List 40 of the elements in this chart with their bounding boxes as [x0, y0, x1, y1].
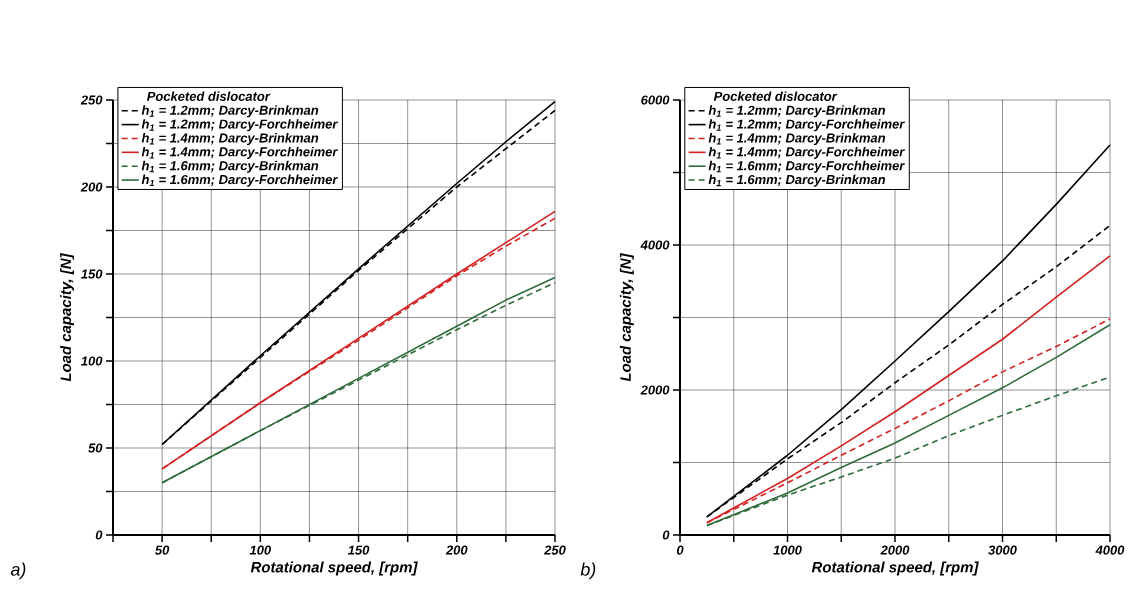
y-axis-title: Load capacity, [N]: [619, 253, 634, 382]
y-tick-label: 0: [95, 530, 103, 540]
legend-title: Pocketed dislocator: [147, 91, 271, 101]
x-tick-label: 1000: [773, 545, 802, 555]
y-tick-label: 0: [662, 530, 670, 540]
legend-label: h$_{1}$ = 1.6mm; Darcy-Forchheimer: [708, 160, 905, 173]
text: a): [10, 562, 26, 580]
legend-label: h$_{1}$ = 1.2mm; Darcy-Forchheimer: [708, 119, 905, 132]
text: b): [580, 562, 596, 580]
x-tick-label: 50: [155, 545, 170, 555]
x-axis-title: Rotational speed, [rpm]: [250, 561, 418, 576]
x-tick-label: 2000: [880, 545, 910, 555]
y-tick-label: 4000: [640, 240, 670, 250]
legend-label: h$_{1}$ = 1.2mm; Darcy-Forchheimer: [141, 119, 338, 132]
x-tick-label: 4000: [1095, 545, 1125, 555]
y-tick-label: 6000: [641, 95, 670, 105]
x-axis-title: Rotational speed, [rpm]: [811, 561, 979, 576]
x-tick-label: 150: [347, 545, 370, 555]
legend-label: h$_{1}$ = 1.4mm; Darcy-Forchheimer: [141, 146, 338, 159]
legend-label: h$_{1}$ = 1.6mm; Darcy-Forchheimer: [141, 174, 338, 187]
y-axis-title: Load capacity, [N]: [60, 253, 75, 382]
y-tick-label: 2000: [640, 385, 670, 395]
y-tick-label: 100: [81, 356, 103, 366]
y-tick-label: 150: [81, 269, 103, 279]
x-tick-label: 100: [249, 545, 272, 555]
x-tick-label: 3000: [988, 545, 1017, 555]
legend-label: h$_{1}$ = 1.4mm; Darcy-Brinkman: [141, 133, 319, 146]
x-tick-label: 250: [544, 545, 566, 555]
x-tick-label: 0: [676, 545, 684, 555]
legend-label: h$_{1}$ = 1.2mm; Darcy-Brinkman: [708, 105, 886, 118]
legend-label: h$_{1}$ = 1.4mm; Darcy-Brinkman: [708, 133, 886, 146]
legend-label: h$_{1}$ = 1.6mm; Darcy-Brinkman: [708, 174, 886, 187]
y-tick-label: 250: [80, 95, 103, 105]
y-tick-label: 200: [80, 182, 103, 192]
x-tick-label: 200: [445, 545, 468, 555]
legend-title: Pocketed dislocator: [713, 91, 838, 101]
y-tick-label: 50: [88, 443, 103, 453]
legend-label: h$_{1}$ = 1.2mm; Darcy-Brinkman: [141, 105, 319, 118]
legend-label: h$_{1}$ = 1.4mm; Darcy-Forchheimer: [708, 146, 905, 159]
legend-label: h$_{1}$ = 1.6mm; Darcy-Brinkman: [141, 160, 319, 173]
